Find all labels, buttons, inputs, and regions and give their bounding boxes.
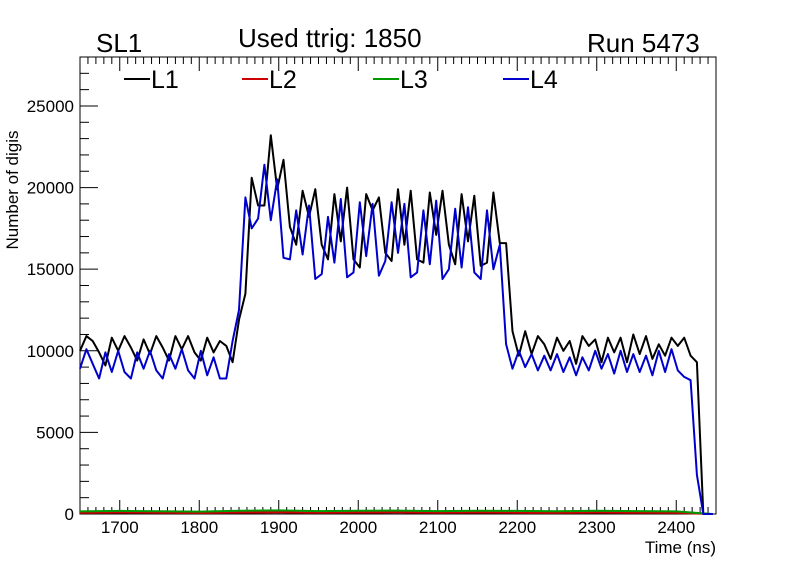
series-line-l3: [79, 509, 713, 515]
x-tick-label: 2200: [498, 518, 536, 537]
chart-title: Used ttrig: 1850: [238, 23, 422, 53]
y-tick-label: 0: [65, 505, 74, 524]
superlayer-label: SL1: [96, 28, 142, 58]
series-line-l2: [79, 511, 713, 515]
y-tick-label: 20000: [27, 179, 74, 198]
y-tick-label: 15000: [27, 260, 74, 279]
series-layer: [79, 134, 713, 515]
legend: L1 L2 L3 L4: [124, 66, 558, 94]
plot-frame: [79, 56, 717, 515]
x-tick-label: 1800: [180, 518, 218, 537]
x-tick-label: 2100: [419, 518, 457, 537]
legend-label-l1: L1: [151, 66, 179, 94]
x-tick-label: 2300: [578, 518, 616, 537]
x-tick-label: 1700: [101, 518, 139, 537]
y-axis-ticks: 0 5000 10000 15000 20000 25000: [27, 56, 98, 524]
x-axis-title: Time (ns): [645, 538, 716, 557]
legend-label-l4: L4: [530, 66, 558, 94]
y-tick-label: 5000: [36, 423, 74, 442]
series-line-l1: [79, 134, 713, 515]
y-axis-title: Number of digis: [3, 130, 22, 249]
x-tick-label: 1900: [260, 518, 298, 537]
legend-label-l2: L2: [269, 66, 297, 94]
x-tick-label: 2400: [657, 518, 695, 537]
y-tick-label: 10000: [27, 342, 74, 361]
x-tick-label: 2000: [339, 518, 377, 537]
series-line-l4: [79, 163, 713, 515]
x-axis-ticks: 1700 1800 1900 2000 2100 2200 2300 2400: [79, 57, 717, 537]
y-tick-label: 25000: [27, 97, 74, 116]
run-label: Run 5473: [587, 28, 700, 58]
legend-label-l3: L3: [400, 66, 428, 94]
